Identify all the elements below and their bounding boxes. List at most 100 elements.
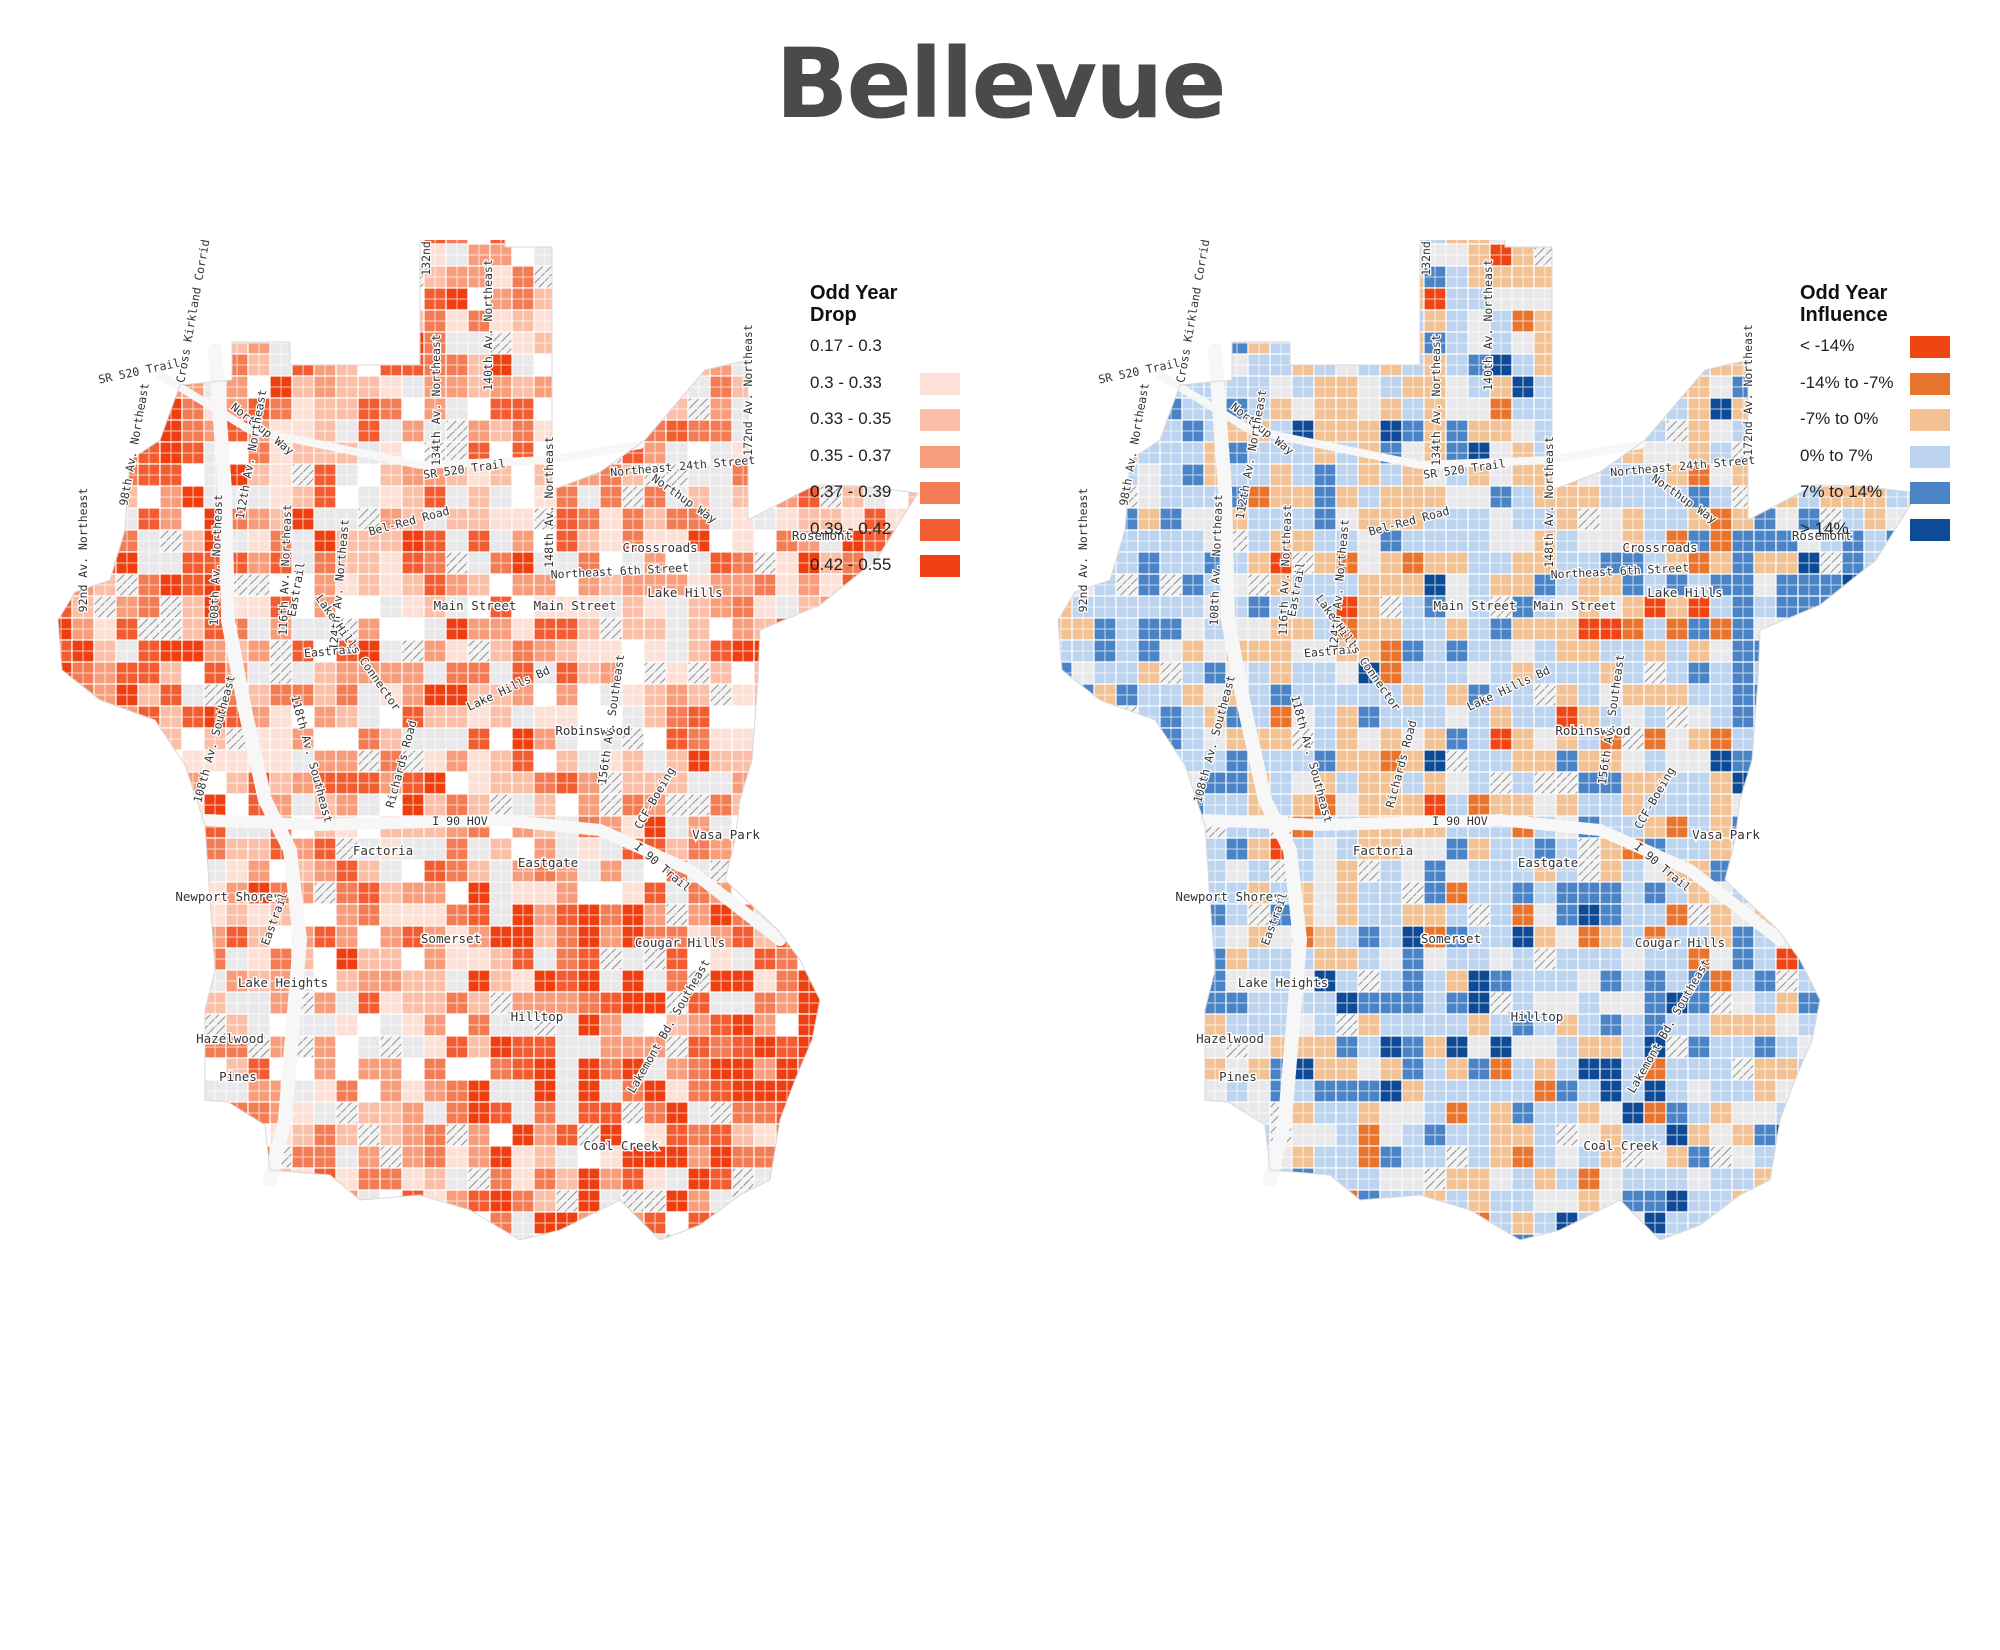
map-block [819, 881, 843, 905]
map-block [58, 727, 73, 751]
map-block [819, 815, 843, 839]
map-block [1665, 353, 1689, 377]
freeway [1199, 813, 1786, 946]
map-block [1555, 375, 1579, 399]
map-block [1181, 1189, 1205, 1213]
map-block [1841, 881, 1865, 905]
map-block [775, 397, 799, 421]
map-block [1533, 240, 1557, 245]
map-block [753, 331, 777, 355]
map-block [577, 287, 601, 311]
map-block [58, 749, 73, 773]
map-block [797, 1167, 821, 1191]
map-block [1797, 793, 1821, 817]
map-block [1071, 1123, 1095, 1147]
map-block [1058, 991, 1073, 1015]
map-block [58, 441, 73, 465]
map-block [1775, 881, 1799, 905]
map-block [1115, 1211, 1139, 1235]
map-block [577, 331, 601, 355]
map-block [203, 1167, 227, 1191]
map-block [1058, 925, 1073, 949]
map-block [181, 1101, 205, 1125]
legend-swatch [1910, 518, 1950, 541]
map-block [1159, 243, 1183, 267]
map-block [1071, 441, 1095, 465]
map-block [291, 265, 315, 289]
map-block [1357, 309, 1381, 333]
map-block [841, 639, 865, 663]
map-block [58, 859, 73, 883]
map-block [1775, 331, 1799, 355]
map-block [71, 441, 95, 465]
map-block [555, 243, 579, 267]
map-block [1071, 397, 1095, 421]
map-block [1863, 1057, 1887, 1081]
legend-item: 0.33 - 0.35 [810, 407, 980, 444]
place-label: Robinswood [1555, 723, 1630, 738]
map-block [1775, 705, 1799, 729]
map-block [1093, 903, 1117, 927]
city-boundary [57, 240, 919, 1241]
map-block [1885, 1211, 1909, 1235]
map-block [1753, 265, 1777, 289]
map-block [1093, 1145, 1117, 1169]
map-block [1291, 1189, 1315, 1213]
map-block [137, 1013, 161, 1037]
legend: Odd Year Drop 0.17 - 0.3 0.3 - 0.33 0.33 -… [810, 282, 980, 590]
map-block [775, 309, 799, 333]
map-block [1797, 749, 1821, 773]
map-block [1665, 375, 1689, 399]
map-block [58, 375, 73, 399]
map-block [1841, 793, 1865, 817]
map-block [1137, 881, 1161, 905]
map-block [841, 903, 865, 927]
map-block [797, 859, 821, 883]
map-block [1159, 1233, 1183, 1240]
map-block [58, 243, 73, 267]
legend-swatch [1910, 409, 1950, 431]
map-block [599, 419, 623, 443]
map-block [58, 1145, 73, 1169]
map-block [1058, 240, 1073, 245]
map-block [1885, 683, 1909, 707]
map-block [159, 1013, 183, 1037]
map-block [1093, 881, 1117, 905]
map-block [1687, 287, 1711, 311]
map-block [1775, 815, 1799, 839]
map-block [357, 240, 381, 245]
map-block [58, 240, 73, 245]
place-label: Cougar Hills [635, 935, 725, 950]
map-block [841, 1079, 865, 1103]
map-block [71, 749, 95, 773]
map-block [1115, 1189, 1139, 1213]
map-block [1058, 815, 1073, 839]
map-block [313, 309, 337, 333]
map-block [1137, 1123, 1161, 1147]
map-block [58, 1079, 73, 1103]
legend-item-label: 0.39 - 0.42 [810, 518, 892, 538]
map-block [71, 683, 95, 707]
map-block [775, 639, 799, 663]
map-block [1058, 859, 1073, 883]
map-block [775, 1167, 799, 1191]
map-block [1115, 969, 1139, 993]
map-block [1753, 485, 1777, 509]
map-block [1423, 1233, 1447, 1240]
map-block [467, 1233, 491, 1240]
map-block [1907, 815, 1918, 839]
map-block [137, 881, 161, 905]
map-block [1621, 309, 1645, 333]
map-block [621, 1233, 645, 1240]
map-block [1885, 617, 1909, 641]
map-block [907, 243, 918, 267]
map-block [1379, 1211, 1403, 1235]
map-block [1819, 749, 1843, 773]
map-block [775, 353, 799, 377]
map-block [863, 1035, 887, 1059]
map-block [1753, 727, 1777, 751]
map-block [1071, 705, 1095, 729]
map-block [93, 397, 117, 421]
map-block [1093, 265, 1117, 289]
map-block [1313, 309, 1337, 333]
